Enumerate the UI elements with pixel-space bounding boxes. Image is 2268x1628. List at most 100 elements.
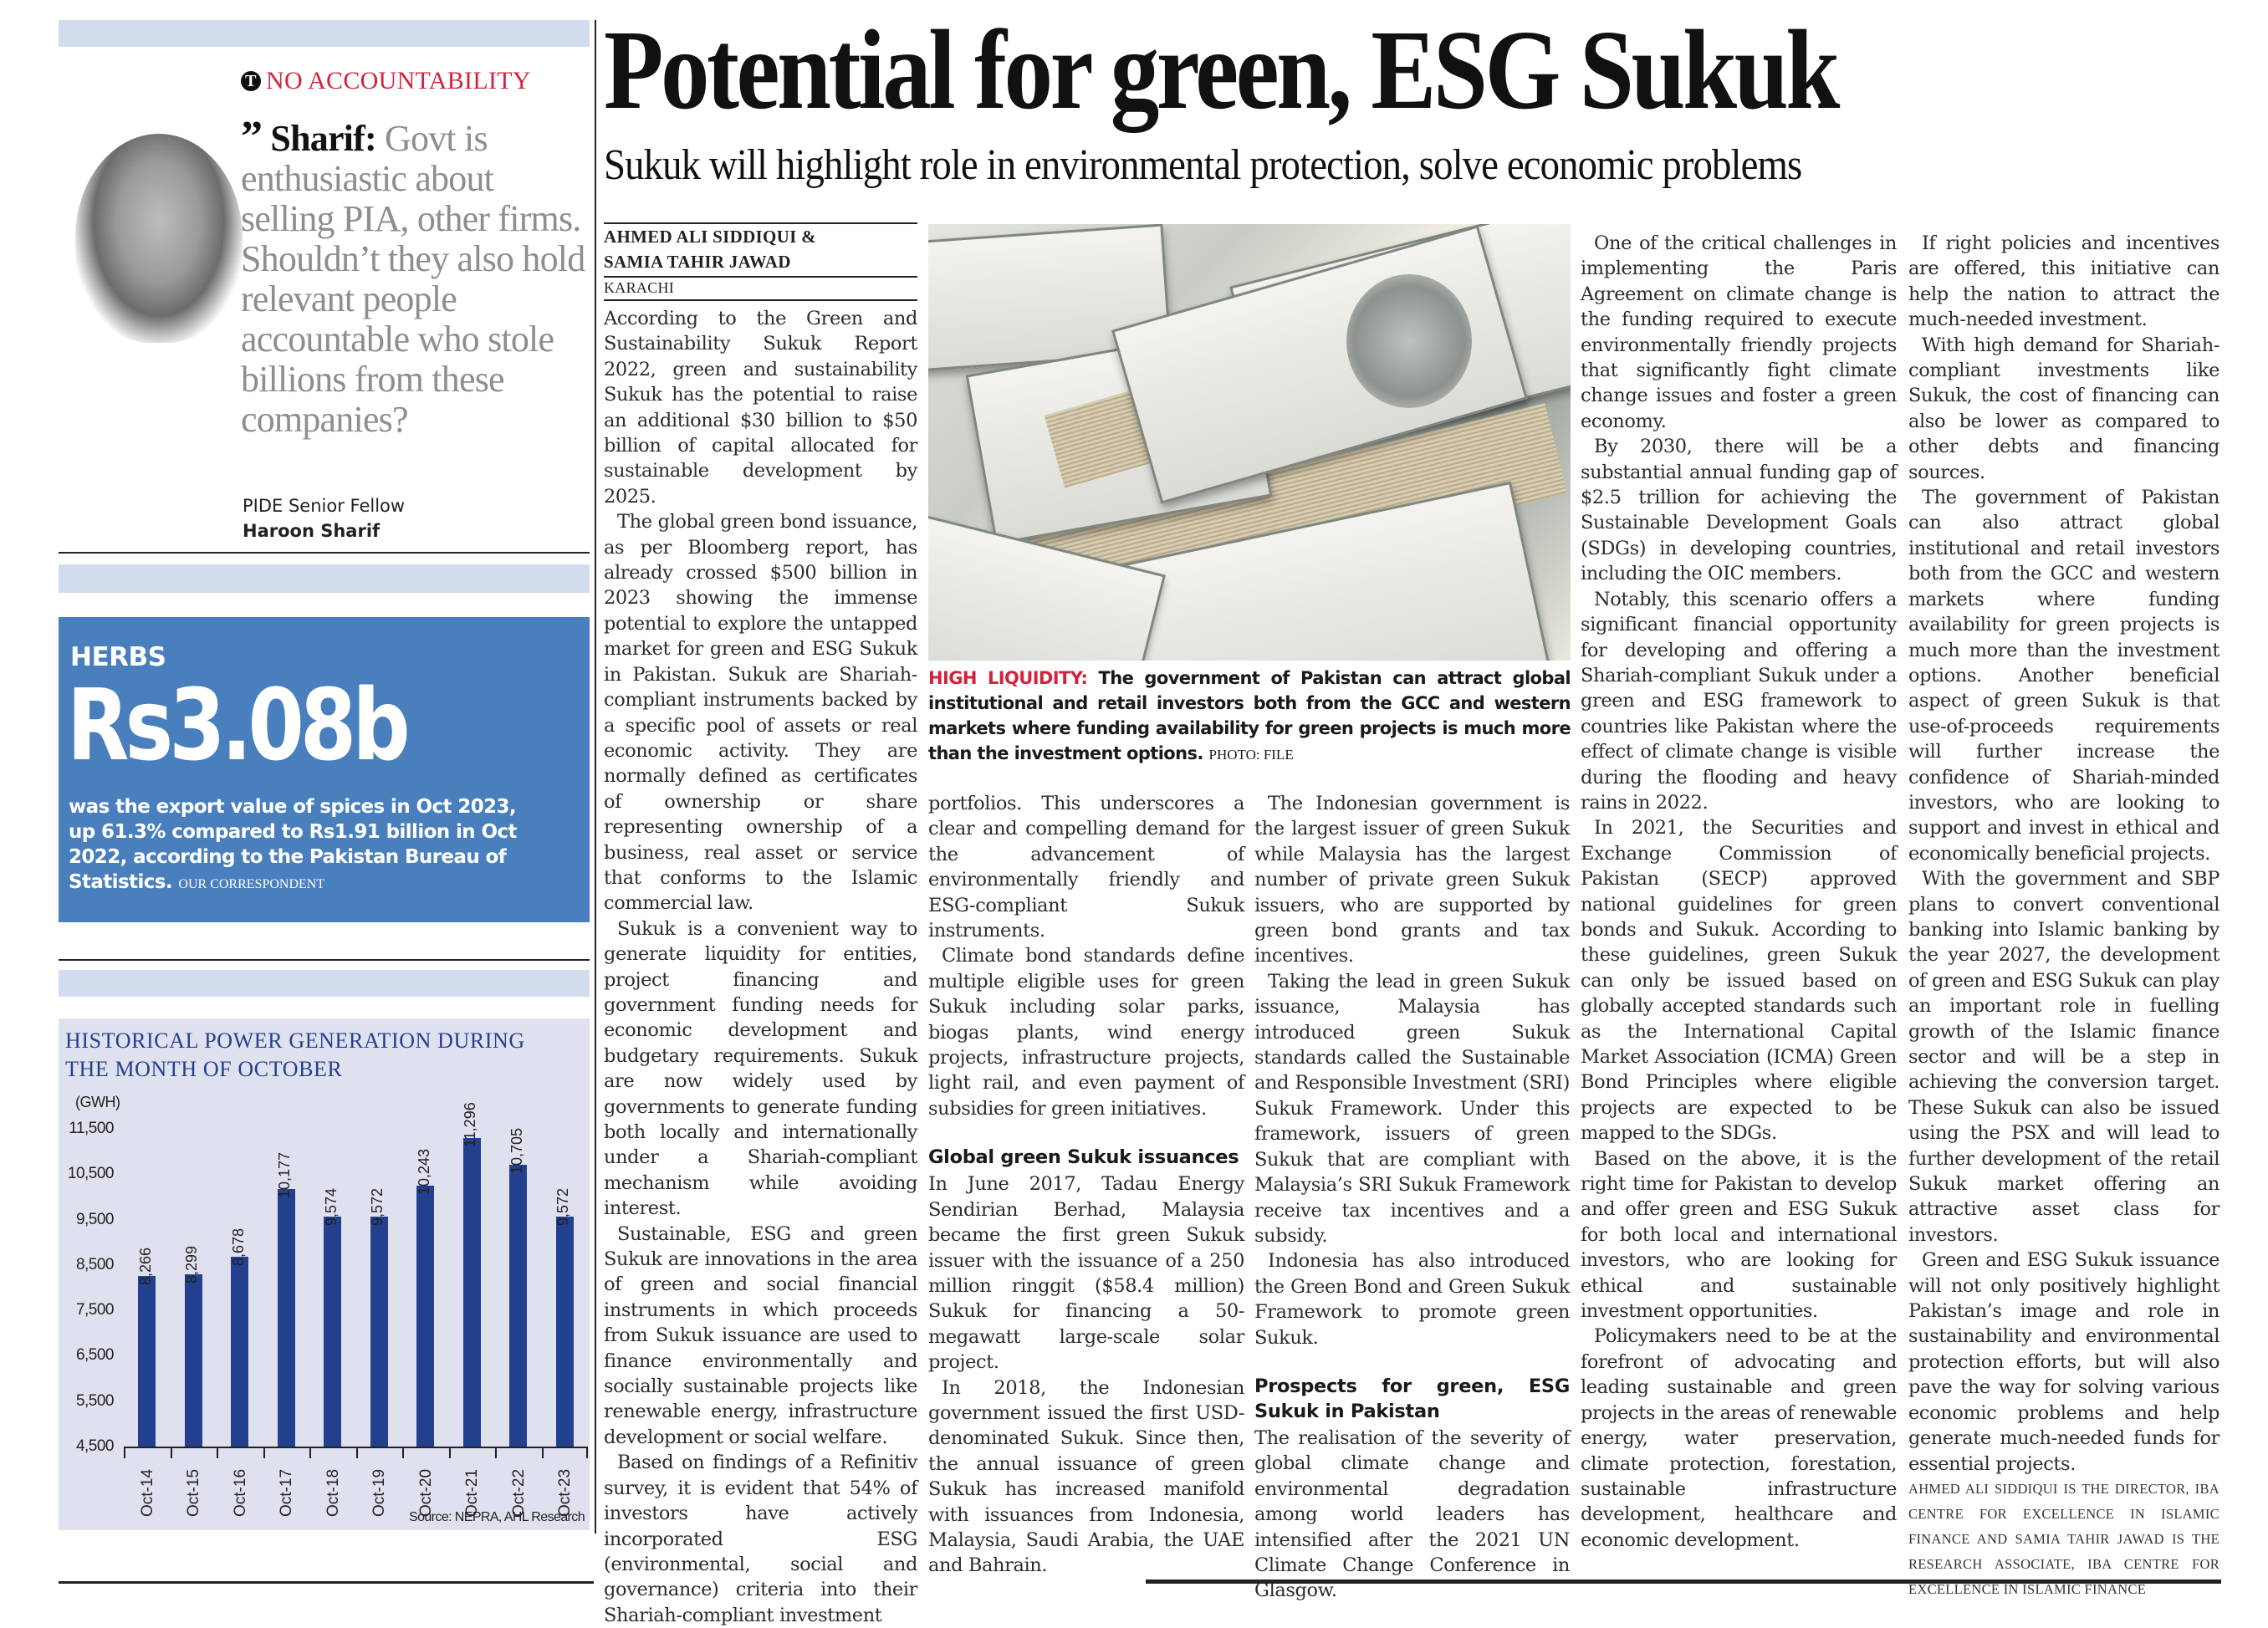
caption-text: The government of Pakistan can attract g… (928, 668, 1571, 763)
y-tick: 9,500 (75, 1210, 115, 1228)
kicker-label: NO ACCOUNTABILITY (266, 67, 531, 94)
y-tick: 5,500 (75, 1391, 115, 1410)
paragraph: Based on findings of a Refinitiv survey,… (604, 1452, 917, 1626)
paragraph: According to the Green and Sustainabilit… (604, 308, 917, 508)
herbs-text: was the export value of spices in Oct 20… (69, 796, 517, 893)
x-tick (217, 1447, 218, 1458)
x-tick-label: Oct-14 (138, 1468, 156, 1517)
paragraph: Based on the above, it is the right time… (1581, 1147, 1897, 1323)
x-tick (541, 1447, 544, 1458)
chart-bar (324, 1216, 342, 1447)
paragraph: Indonesia has also introduced the Green … (1254, 1250, 1570, 1349)
bar-value-label: 9,574 (322, 1187, 340, 1226)
quote-attribution: PIDE Senior Fellow Haroon Sharif (243, 493, 405, 544)
article-subtitle: Sukuk will highlight role in environment… (604, 141, 1802, 189)
band (59, 970, 590, 997)
x-tick (170, 1447, 172, 1458)
herbs-label: HERBS (70, 642, 166, 672)
paragraph: The government of Pakistan can also attr… (1908, 487, 2219, 865)
bar-value-label: 8,678 (229, 1228, 247, 1267)
bottom-rule-left (59, 1581, 594, 1584)
paragraph: The Indonesian government is the largest… (1254, 793, 1570, 967)
chart-bar (462, 1138, 481, 1447)
quote-mark-icon: ” (241, 113, 263, 161)
byline-author-1: AHMED ALI SIDDIQUI & (604, 227, 816, 247)
chart-bar (370, 1216, 388, 1447)
x-axis-line (124, 1447, 586, 1448)
portrait-engraving (1346, 274, 1472, 408)
herbs-credit: OUR CORRESPONDENT (178, 877, 325, 891)
paragraph: In 2018, the Indonesian government issue… (928, 1376, 1244, 1577)
y-tick: 8,500 (75, 1255, 115, 1273)
article-column-3: The Indonesian government is the largest… (1254, 791, 1570, 1604)
paragraph: The global green bond issuance, as per B… (604, 511, 917, 915)
article-column-2: portfolios. This underscores a clear and… (928, 791, 1244, 1579)
y-tick: 6,500 (75, 1346, 115, 1365)
x-tick-label: Oct-15 (185, 1468, 203, 1517)
x-tick (355, 1447, 358, 1458)
herbs-figure: Rs3.08b (67, 667, 411, 783)
photo-credit: PHOTO: FILE (1208, 747, 1294, 763)
article-photo (928, 224, 1571, 661)
byline-author-2: SAMIA TAHIR JAWAD (604, 252, 791, 272)
power-generation-chart: HISTORICAL POWER GENERATION DURING THE M… (59, 1018, 590, 1530)
y-axis: 11,500 10,500 9,500 8,500 7,500 6,500 5,… (59, 1120, 115, 1455)
divider (59, 552, 590, 554)
bottom-rule-right (1146, 1580, 2221, 1584)
paragraph: The realisation of the severity of globa… (1254, 1426, 1570, 1602)
portrait-photo (75, 134, 243, 343)
x-tick-label: Oct-17 (278, 1468, 296, 1517)
x-axis: Oct-14 Oct-15 Oct-16 Oct-17 Oct-18 Oct-19 Oct-… (124, 1447, 588, 1530)
subhead: Global green Sukuk issuances (928, 1146, 1239, 1169)
speaker-title: PIDE Senior Fellow (243, 496, 406, 516)
byline-block: AHMED ALI SIDDIQUI & SAMIA TAHIR JAWAD K… (604, 222, 917, 301)
paragraph: Taking the lead in green Sukuk issuance,… (1254, 970, 1570, 1247)
divider (59, 959, 590, 961)
article-column-4: One of the critical challenges in implem… (1581, 231, 1897, 1553)
x-tick-label: Oct-16 (231, 1468, 249, 1517)
bar-value-label: 10,243 (415, 1149, 432, 1196)
x-tick (586, 1447, 588, 1458)
paragraph: Policymakers need to be at the forefront… (1581, 1325, 1897, 1551)
plot-area: 8,266 8,299 8,678 10,177 9,574 9,572 10,243 11,… (124, 1102, 588, 1447)
y-tick: 11,500 (69, 1120, 114, 1137)
bar-value-label: 10,705 (508, 1128, 525, 1175)
bar-value-label: 9,572 (369, 1187, 386, 1226)
x-tick (448, 1447, 451, 1458)
y-tick: 4,500 (75, 1437, 115, 1455)
herbs-stat-box: HERBS Rs3.08b was the export value of sp… (59, 617, 590, 922)
chart-bar (509, 1165, 528, 1447)
article-column-5: If right policies and incentives are off… (1908, 231, 2219, 1602)
x-tick (495, 1447, 497, 1458)
paragraph: Sustainable, ESG and green Sukuk are inn… (604, 1222, 917, 1448)
speaker-name: Haroon Sharif (243, 521, 381, 541)
chart-bar (138, 1275, 156, 1447)
quote-speaker: Sharif: (270, 118, 376, 159)
paragraph: By 2030, there will be a substantial ann… (1581, 436, 1897, 585)
paragraph: Green and ESG Sukuk issuance will not on… (1908, 1249, 2219, 1475)
tribune-logo-icon: T (241, 71, 261, 91)
paragraph: With the government and SBP plans to con… (1908, 868, 2219, 1246)
subhead: Prospects for green, ESG Sukuk in Pakist… (1254, 1375, 1570, 1422)
top-band (59, 20, 590, 47)
bar-value-label: 9,572 (554, 1187, 572, 1226)
paragraph: Sukuk is a convenient way to generate li… (604, 917, 917, 1220)
band (59, 564, 590, 593)
x-tick (124, 1447, 125, 1458)
x-tick (402, 1447, 404, 1458)
dateline: KARACHI (604, 279, 675, 296)
bar-value-label: 10,177 (276, 1151, 294, 1198)
column-separator (595, 20, 596, 1534)
article-column-1: According to the Green and Sustainabilit… (604, 306, 917, 1628)
y-tick: 10,500 (67, 1165, 115, 1183)
paragraph: Climate bond standards define multiple e… (928, 945, 1244, 1120)
x-tick (309, 1447, 311, 1458)
paragraph: If right policies and incentives are off… (1908, 232, 2219, 331)
y-tick: 7,500 (75, 1301, 115, 1319)
caption-lead: HIGH LIQUIDITY: (928, 668, 1088, 688)
article-headline: Potential for green, ESG Sukuk (604, 8, 1840, 133)
quote-text: ” Sharif: Govt is enthusiastic about sel… (241, 115, 592, 440)
paragraph: In June 2017, Tadau Energy Sendirian Ber… (928, 1173, 1244, 1374)
chart-title: HISTORICAL POWER GENERATION DURING THE M… (65, 1028, 525, 1081)
bar-value-label: 8,299 (183, 1245, 201, 1284)
